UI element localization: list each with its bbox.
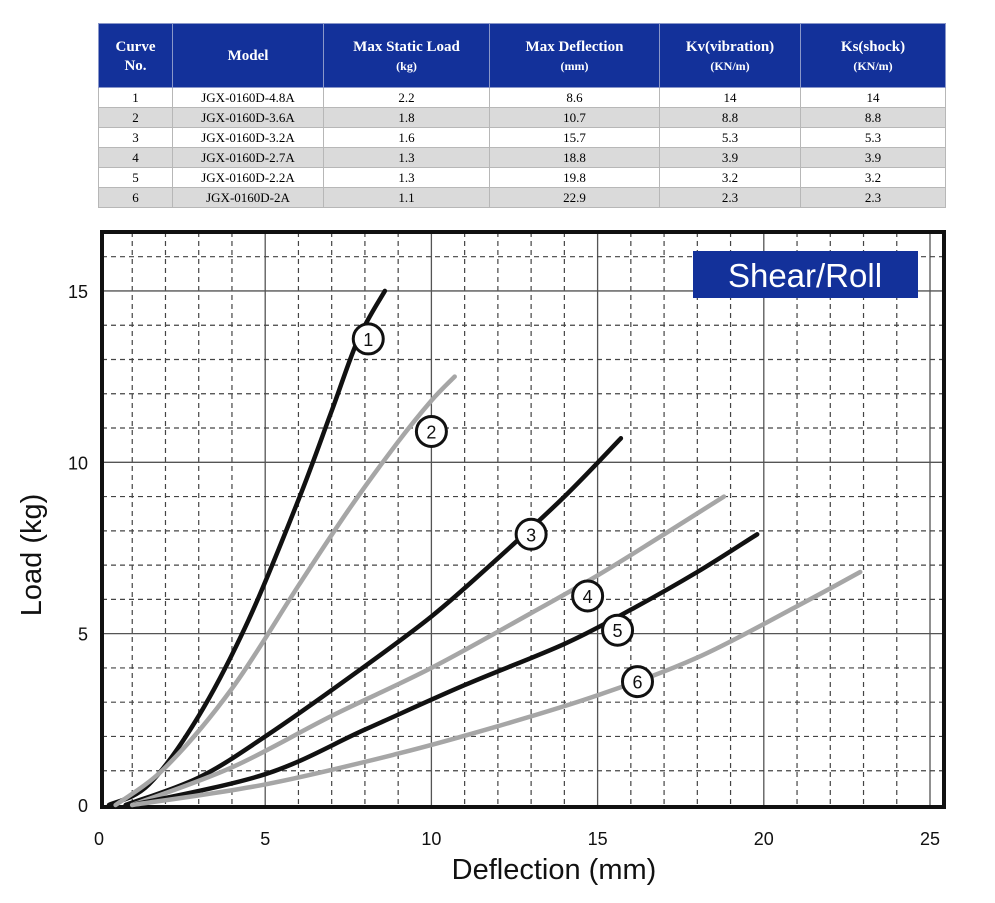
grid: [102, 232, 944, 807]
cell-kv: 2.3: [659, 187, 801, 208]
cell-model: JGX-0160D-3.2A: [172, 127, 324, 148]
callout-label: 6: [632, 673, 642, 693]
table-row: 3 JGX-0160D-3.2A 1.6 15.7 5.3 5.3: [98, 127, 946, 148]
curve-callout-1: 1: [351, 322, 385, 356]
cell-ks: 14: [800, 87, 946, 108]
cell-model: JGX-0160D-4.8A: [172, 87, 324, 108]
curve-line-4: [129, 494, 727, 808]
cell-max-static-load: 2.2: [323, 87, 490, 108]
header-curve-no: Curve No.: [98, 23, 173, 88]
curve-callout-6: 6: [620, 665, 654, 699]
cell-model: JGX-0160D-2A: [172, 187, 324, 208]
cell-max-static-load: 1.1: [323, 187, 490, 208]
cell-model: JGX-0160D-2.2A: [172, 167, 324, 188]
table-row: 4 JGX-0160D-2.7A 1.3 18.8 3.9 3.9: [98, 147, 946, 168]
curve-line-3: [123, 436, 624, 808]
badge-background: [693, 251, 918, 298]
x-tick-label: 20: [754, 829, 774, 849]
cell-curve-no: 5: [98, 167, 173, 188]
callout-circle: [414, 414, 448, 448]
cell-max-deflection: 19.8: [489, 167, 660, 188]
curve-callout-3: 3: [514, 517, 548, 551]
y-tick-label: 15: [68, 282, 88, 302]
cell-max-deflection: 15.7: [489, 127, 660, 148]
cell-model: JGX-0160D-2.7A: [172, 147, 324, 168]
x-tick-label: 10: [421, 829, 441, 849]
y-tick-label: 0: [78, 796, 88, 816]
header-model: Model: [172, 23, 324, 88]
y-tick-label: 10: [68, 453, 88, 473]
table-row: 6 JGX-0160D-2A 1.1 22.9 2.3 2.3: [98, 187, 946, 208]
x-axis-title: Deflection (mm): [452, 854, 657, 886]
x-tick-label: 5: [260, 829, 270, 849]
cell-max-deflection: 22.9: [489, 187, 660, 208]
cell-max-static-load: 1.3: [323, 167, 490, 188]
curve-line-6: [129, 569, 863, 808]
cell-kv: 3.2: [659, 167, 801, 188]
table-row: 5 JGX-0160D-2.2A 1.3 19.8 3.2 3.2: [98, 167, 946, 188]
curve-callouts: 1 2 3 45 6: [351, 322, 654, 699]
callout-label: 1: [363, 330, 373, 350]
callout-label: 5: [613, 621, 623, 641]
x-tick-label: 25: [920, 829, 940, 849]
shear-roll-badge: Shear/Roll: [693, 251, 918, 298]
callout-circle: [620, 665, 654, 699]
callout-circle: [601, 613, 635, 647]
callout-circle: [571, 579, 605, 613]
callout-circle: [514, 517, 548, 551]
cell-ks: 3.2: [800, 167, 946, 188]
curve-line-5: [129, 532, 760, 808]
cell-max-deflection: 8.6: [489, 87, 660, 108]
cell-model: JGX-0160D-3.6A: [172, 107, 324, 128]
cell-curve-no: 4: [98, 147, 173, 168]
header-max-deflection: Max Deflection (mm): [489, 23, 660, 88]
callout-label: 3: [526, 525, 536, 545]
spec-table: Curve No. Model Max Static Load (kg) Max D…: [98, 23, 946, 208]
header-ks: Ks(shock) (KN/m): [800, 23, 946, 88]
curve-callout-4: 4: [571, 579, 605, 613]
cell-ks: 8.8: [800, 107, 946, 128]
table-header-row: Curve No. Model Max Static Load (kg) Max D…: [98, 23, 946, 88]
callout-label: 2: [426, 422, 436, 442]
y-axis-title: Load (kg): [16, 494, 48, 617]
curve-callout-5: 5: [601, 613, 635, 647]
curve-callout-2: 2: [414, 414, 448, 448]
series-layer: [106, 288, 863, 808]
x-tick-label: 15: [588, 829, 608, 849]
cell-max-static-load: 1.8: [323, 107, 490, 128]
cell-ks: 2.3: [800, 187, 946, 208]
x-tick-label: 0: [94, 829, 104, 849]
cell-kv: 8.8: [659, 107, 801, 128]
plot-frame: [100, 230, 946, 809]
curve-line-1: [106, 288, 388, 808]
table-row: 1 JGX-0160D-4.8A 2.2 8.6 14 14: [98, 87, 946, 108]
curve-line-2: [113, 374, 457, 808]
callout-circle: [351, 322, 385, 356]
callout-label: 4: [583, 587, 593, 607]
header-max-static-load: Max Static Load (kg): [323, 23, 490, 88]
badge-text: Shear/Roll: [728, 257, 882, 294]
y-tick-label: 5: [78, 625, 88, 645]
